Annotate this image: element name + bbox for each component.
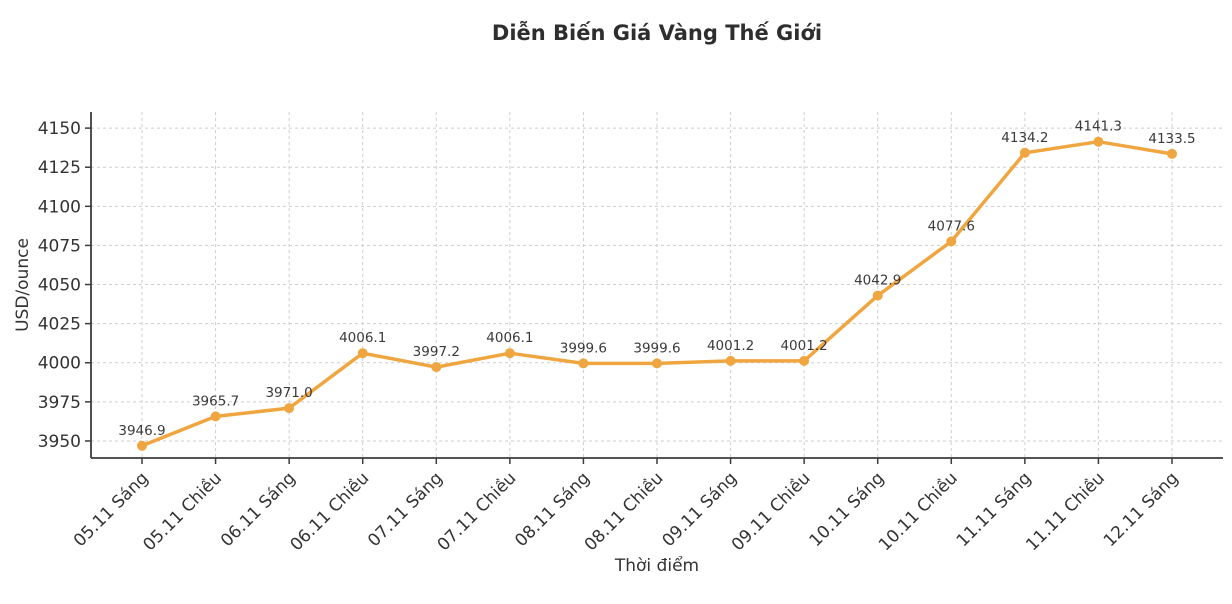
data-point-label: 3999.6 (633, 340, 680, 356)
series-gold-price: 3946.9 3965.7 3971.0 4006.1 3997.2 4006.1 3999… (118, 119, 1196, 451)
data-point-label: 3965.7 (192, 393, 239, 409)
x-tick-label: 10.11 Sáng (806, 468, 889, 551)
data-point-marker (578, 358, 589, 369)
y-tick-label: 4025 (38, 315, 81, 335)
x-tick-label: 09.11 Chiều (727, 468, 814, 555)
data-point-label: 4001.2 (707, 338, 754, 354)
data-point-label: 3946.9 (118, 423, 165, 439)
x-tick-label: 08.11 Sáng (511, 468, 594, 551)
data-point-label: 4141.3 (1075, 119, 1122, 135)
x-tick-label: 06.11 Chiều (286, 468, 373, 555)
x-tick-label: 05.11 Chiều (139, 468, 226, 555)
y-tick-label: 4125 (38, 158, 81, 178)
data-point-label: 4006.1 (339, 330, 386, 346)
x-tick-label: 07.11 Chiều (433, 468, 520, 555)
data-point-label: 4042.9 (854, 273, 901, 289)
data-point-marker (1019, 147, 1030, 158)
y-axis-title: USD/ounce (13, 238, 33, 332)
data-point-label: 4133.5 (1148, 131, 1195, 147)
y-tick-label: 4050 (38, 276, 81, 296)
x-tick-label: 05.11 Sáng (70, 468, 153, 551)
x-tick-label: 06.11 Sáng (217, 468, 300, 551)
x-tick-label: 11.11 Sáng (953, 468, 1036, 551)
data-point-marker (872, 290, 883, 301)
data-point-marker (1093, 136, 1104, 147)
data-point-marker (799, 355, 810, 366)
data-point-marker (652, 358, 662, 369)
data-point-label: 4001.2 (780, 338, 827, 354)
chart-title: Diễn Biến Giá Vàng Thế Giới (492, 21, 822, 45)
y-tick-label: 4075 (38, 236, 81, 256)
data-point-marker (946, 236, 957, 247)
y-tick-label: 4100 (38, 197, 81, 217)
data-point-label: 3971.0 (265, 385, 312, 401)
y-tick-label: 3950 (38, 432, 81, 452)
data-point-label: 3997.2 (413, 344, 460, 360)
data-point-marker (725, 355, 736, 366)
data-point-marker (504, 348, 515, 359)
x-tick-label: 11.11 Chiều (1022, 468, 1109, 555)
data-point-label: 4006.1 (486, 330, 533, 346)
x-tick-label: 10.11 Chiều (874, 468, 961, 555)
y-tick-label: 4150 (38, 119, 81, 139)
y-tick-label: 3975 (38, 393, 81, 413)
data-point-marker (1167, 148, 1177, 159)
data-point-label: 4134.2 (1001, 130, 1048, 146)
x-tick-label: 09.11 Sáng (658, 468, 741, 551)
y-tick-label: 4000 (38, 354, 81, 374)
data-point-marker (357, 348, 368, 359)
data-point-marker (210, 411, 221, 422)
x-tick-label: 08.11 Chiều (580, 468, 667, 555)
x-tick-label: 12.11 Sáng (1100, 468, 1183, 551)
data-point-marker (431, 362, 442, 373)
data-point-marker (284, 403, 295, 414)
x-tick-label: 07.11 Sáng (364, 468, 447, 551)
data-point-label: 4077.6 (928, 218, 975, 234)
data-point-marker (137, 440, 147, 451)
data-point-label: 3999.6 (560, 340, 607, 356)
x-axis-title: Thời điểm (614, 555, 699, 576)
gridlines (91, 112, 1223, 458)
